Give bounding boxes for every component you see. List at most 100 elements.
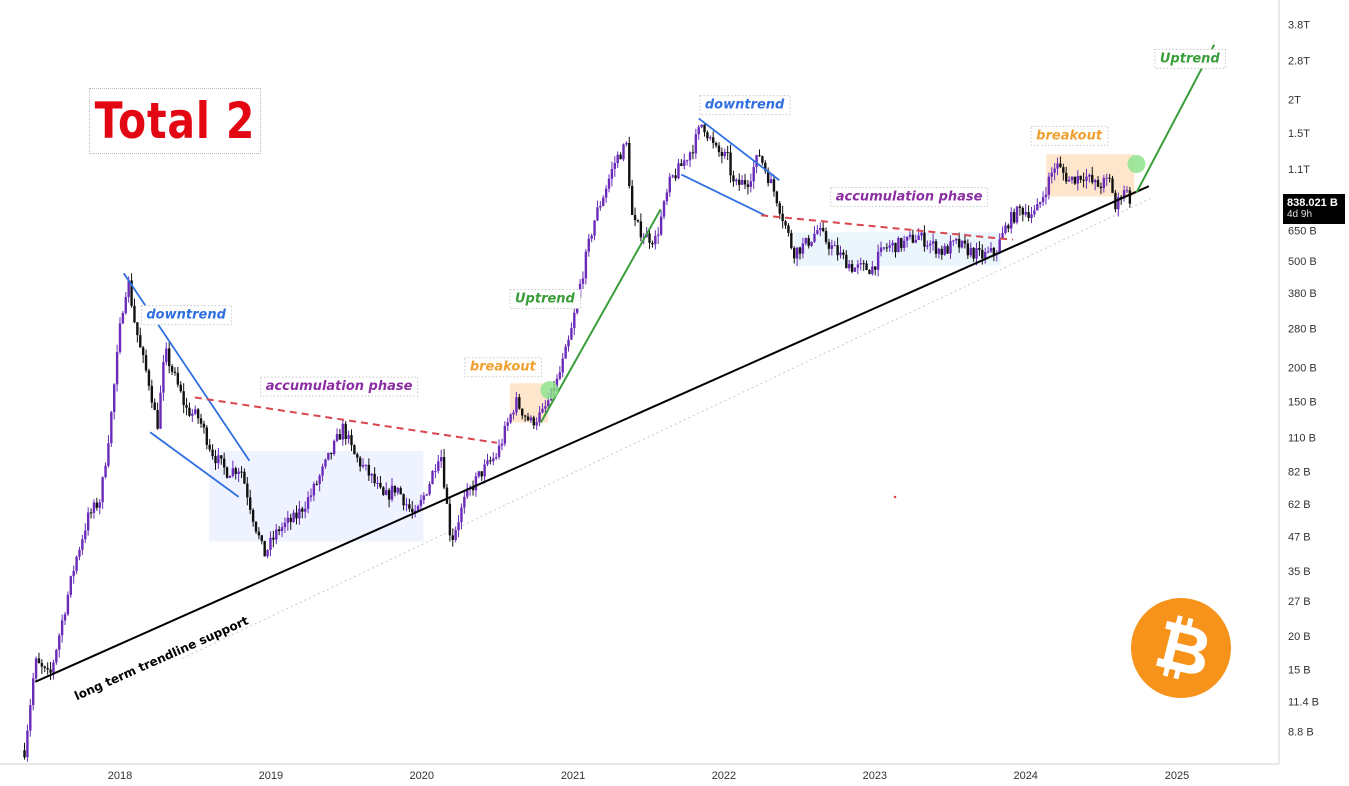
candle-bull: [1076, 175, 1079, 184]
candle-bull: [512, 412, 515, 415]
y-tick-label: 3.8T: [1288, 20, 1310, 32]
candle-bear: [798, 247, 802, 254]
trendline-support[interactable]: [34, 185, 1150, 683]
candle-bear: [726, 151, 729, 153]
candle-bull: [917, 235, 920, 240]
annotation-uptrend: Uptrend: [509, 289, 582, 310]
trendline-resistance-2019[interactable]: [194, 396, 498, 444]
annotation-box: [1030, 125, 1109, 146]
candle-bull: [1041, 197, 1045, 203]
candle-bull: [749, 181, 753, 187]
candle-bear: [1073, 176, 1077, 184]
marker-breakout-dot-2020: [540, 381, 559, 400]
trendline-channel-2018-upper[interactable]: [122, 272, 251, 462]
candle-bear: [188, 407, 191, 416]
candle-bull: [107, 443, 110, 466]
x-tick-label: 2018: [108, 770, 132, 782]
candle-bull: [937, 248, 941, 254]
trendline-channel-2022-upper[interactable]: [698, 117, 780, 181]
y-tick-label: 20 B: [1288, 631, 1311, 643]
annotation-box: [260, 376, 419, 397]
candle-bull: [816, 230, 819, 234]
candle-bear: [139, 335, 142, 348]
candle-bull: [998, 239, 1001, 254]
candle-bull: [671, 175, 674, 177]
candle-bull: [1036, 204, 1039, 211]
annotation-long-term-trendline-support: long term trendline support: [72, 613, 251, 703]
annotation-box: [140, 305, 233, 326]
candle-bear: [451, 535, 454, 540]
candle-bear: [243, 471, 246, 484]
candle-bull: [882, 247, 886, 249]
candle-bull: [657, 234, 660, 236]
candle-bear: [1128, 190, 1132, 204]
candle-bear: [717, 145, 721, 153]
bar-countdown: 4d 9h: [1287, 209, 1313, 220]
y-tick-label: 500 B: [1288, 256, 1317, 268]
candle-bull: [515, 397, 518, 413]
y-tick-label: 2.8T: [1288, 55, 1310, 67]
candle-bull: [413, 510, 417, 513]
candle-bear: [40, 663, 44, 667]
candle-bear: [885, 247, 889, 249]
candle-bear: [778, 203, 781, 214]
candle-bull: [113, 384, 116, 413]
trendline-channel-2018-lower[interactable]: [149, 431, 240, 498]
candle-bull: [425, 494, 428, 496]
candle-bear: [729, 152, 732, 176]
candle-bear: [353, 445, 356, 455]
candle-bull: [159, 392, 162, 429]
candle-bull: [162, 362, 165, 393]
candle-bear: [691, 152, 695, 154]
candle-bull: [955, 238, 958, 241]
trendline-resistance-2023[interactable]: [761, 214, 1013, 241]
candle-bear: [141, 347, 145, 356]
trendline-uptrend-2021[interactable]: [539, 208, 662, 423]
candle-bull: [735, 179, 738, 182]
candle-bull: [1030, 214, 1033, 219]
candle-bear: [532, 417, 535, 426]
candle-bear: [674, 175, 677, 179]
candle-bear: [868, 269, 871, 275]
candle-bull: [677, 163, 680, 179]
trendline-channel-2022-lower[interactable]: [680, 173, 766, 217]
zone-accumulation-2019: [209, 450, 424, 542]
candle-bull: [897, 238, 900, 253]
candle-bull: [396, 488, 399, 493]
candle-bear: [764, 162, 767, 171]
candle-bull: [926, 245, 929, 247]
candle-bull: [1001, 233, 1004, 240]
candle-bear: [272, 537, 275, 540]
candle-bull: [969, 247, 972, 256]
candle-bull: [665, 192, 669, 202]
y-tick-label: 2T: [1288, 94, 1301, 106]
candle-bear: [766, 170, 770, 184]
candle-bear: [338, 434, 342, 440]
candle-bear: [1062, 167, 1065, 173]
candle-bull: [1122, 190, 1126, 199]
candle-bear: [133, 305, 136, 323]
candle-bull: [960, 240, 964, 248]
candle-bear: [225, 467, 229, 478]
candle-bear: [992, 248, 996, 255]
candle-bull: [975, 248, 978, 259]
annotation-label: accumulation phase: [836, 190, 983, 205]
candle-bear: [185, 405, 188, 408]
candle-bear: [49, 669, 52, 673]
annotation-accumulation-phase: accumulation phase: [260, 376, 419, 397]
candle-bull: [60, 620, 64, 636]
candle-bear: [136, 322, 139, 336]
candle-bear: [95, 502, 99, 508]
candle-bear: [978, 248, 981, 250]
candle-bull: [668, 176, 671, 193]
candle-bull: [833, 245, 836, 247]
candle-bull: [506, 422, 509, 426]
x-tick-label: 2021: [561, 770, 585, 782]
candle-bull: [723, 151, 726, 157]
bitcoin-logo-icon: [1131, 598, 1231, 698]
candle-bull: [1088, 174, 1091, 177]
candle-bear: [220, 455, 223, 459]
trendline-uptrend-2025[interactable]: [1135, 44, 1216, 193]
candle-bull: [769, 179, 773, 184]
